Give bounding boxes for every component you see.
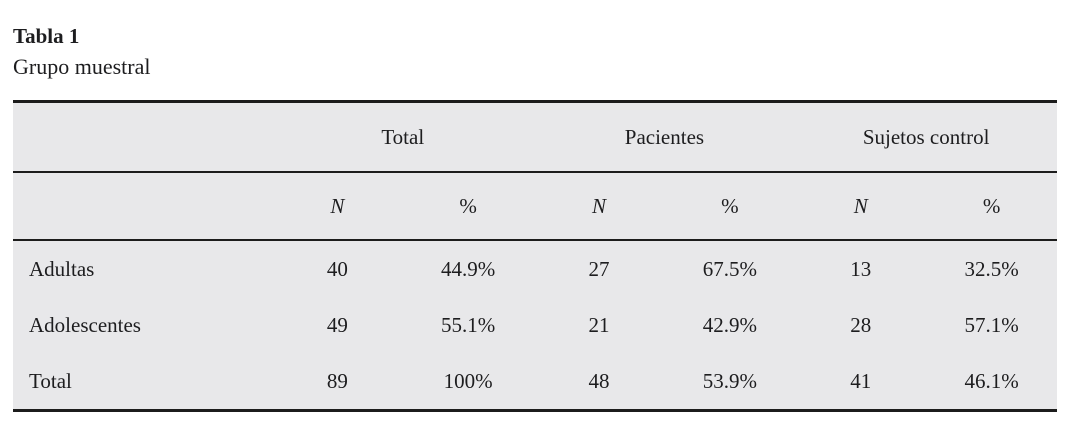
cell-control-pct: 32.5% bbox=[964, 256, 1019, 281]
cell-pacientes-n: 48 bbox=[588, 368, 610, 393]
subheader-control-pct: % bbox=[926, 172, 1057, 242]
cell-total-pct: 55.1% bbox=[441, 312, 496, 337]
table-row-adolescentes: Adolescentes 49 55.1% 21 42.9% 28 57.1% bbox=[13, 297, 1057, 353]
cell-total-n: 49 bbox=[326, 312, 348, 337]
corner-spacer bbox=[13, 172, 272, 242]
cell-control-pct: 57.1% bbox=[964, 312, 1019, 337]
cell-control-pct: 46.1% bbox=[964, 368, 1019, 393]
cell-control-n: 41 bbox=[850, 368, 872, 393]
row-label: Adultas bbox=[29, 256, 95, 281]
row-label: Adolescentes bbox=[29, 312, 141, 337]
cell-control-n: 13 bbox=[850, 256, 872, 281]
subheader-total-n: N bbox=[271, 172, 403, 242]
cell-pacientes-n: 27 bbox=[588, 256, 610, 281]
document-page: Tabla 1 Grupo muestral Total Pacientes S… bbox=[13, 24, 1057, 413]
subheader-total-pct: % bbox=[402, 172, 534, 242]
subheader-row: N % N % N % bbox=[13, 172, 1057, 242]
group-header-sujetos-control: Sujetos control bbox=[795, 101, 1057, 174]
cell-control-n: 28 bbox=[850, 312, 872, 337]
cell-total-n: 40 bbox=[326, 256, 348, 281]
cell-pacientes-pct: 53.9% bbox=[702, 368, 757, 393]
table-caption: Grupo muestral bbox=[13, 54, 151, 80]
subheader-pacientes-n: N bbox=[533, 172, 665, 242]
table-row-total: Total 89 100% 48 53.9% 41 46.1% bbox=[13, 353, 1057, 411]
group-header-row: Total Pacientes Sujetos control bbox=[13, 101, 1057, 174]
cell-pacientes-pct: 42.9% bbox=[702, 312, 757, 337]
table-row-adultas: Adultas 40 44.9% 27 67.5% 13 32.5% bbox=[13, 240, 1057, 297]
cell-pacientes-n: 21 bbox=[588, 312, 610, 337]
table-title: Tabla 1 bbox=[13, 24, 80, 48]
group-header-total: Total bbox=[271, 101, 534, 174]
cell-total-pct: 100% bbox=[443, 368, 493, 393]
subheader-pacientes-pct: % bbox=[664, 172, 796, 242]
sample-group-table: Total Pacientes Sujetos control N % N % … bbox=[13, 100, 1057, 413]
cell-total-n: 89 bbox=[326, 368, 348, 393]
row-label: Total bbox=[29, 368, 72, 393]
subheader-control-n: N bbox=[795, 172, 927, 242]
cell-pacientes-pct: 67.5% bbox=[702, 256, 757, 281]
corner-spacer bbox=[13, 101, 272, 174]
group-header-pacientes: Pacientes bbox=[533, 101, 796, 174]
cell-total-pct: 44.9% bbox=[441, 256, 496, 281]
